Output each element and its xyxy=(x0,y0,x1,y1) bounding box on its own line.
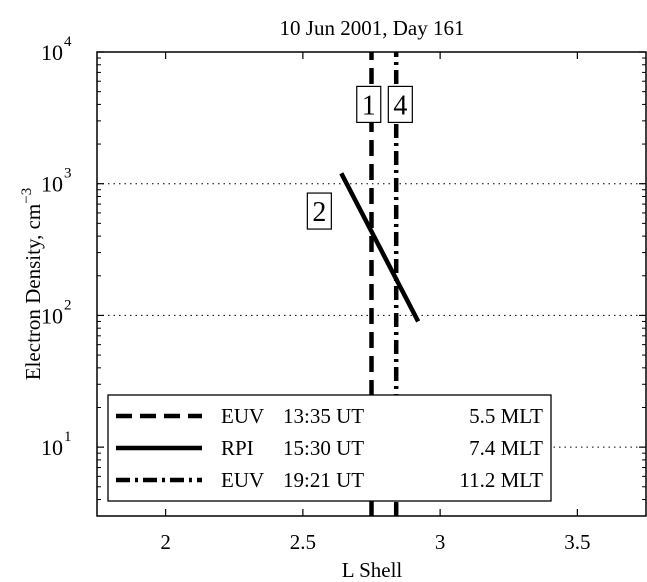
y-tick-label: 10 xyxy=(41,40,63,65)
annotation-box xyxy=(387,85,413,124)
x-tick-label: 3.5 xyxy=(564,530,590,554)
y-tick-label-exponent: 4 xyxy=(64,34,72,50)
plot-frame xyxy=(96,51,647,517)
legend-time: 15:30 UT xyxy=(283,436,364,460)
y-tick-label-exponent: 1 xyxy=(64,429,72,445)
x-axis-label: L Shell xyxy=(342,558,403,582)
legend-mlt: 7.4 MLT xyxy=(469,436,543,460)
x-tick-label: 2 xyxy=(160,530,171,554)
legend-mlt: 11.2 MLT xyxy=(459,468,543,492)
grid-lines xyxy=(97,183,646,448)
legend-instrument: EUV xyxy=(221,468,264,492)
x-tick-label: 3 xyxy=(435,530,446,554)
y-tick-label-exponent: 3 xyxy=(64,166,72,182)
annotations: 1 4 2 xyxy=(306,85,413,230)
y-axis-label: Electron Density, cm−3 xyxy=(19,188,45,380)
y-tick-label-exponent: 2 xyxy=(64,297,72,313)
x-tick-label: 2.5 xyxy=(290,530,316,554)
legend-instrument: RPI xyxy=(221,436,254,460)
chart-title: 10 Jun 2001, Day 161 xyxy=(280,16,465,40)
y-tick-label: 10 xyxy=(41,172,63,197)
legend: EUV 13:35 UT 5.5 MLT RPI 15:30 UT 7.4 MLT EUV 1… xyxy=(107,394,552,502)
legend-time: 19:21 UT xyxy=(283,468,364,492)
annotation-label: 2 xyxy=(312,197,326,228)
series-line-solid xyxy=(339,172,421,323)
y-tick-label: 10 xyxy=(41,303,63,328)
annotation-label: 1 xyxy=(362,90,376,121)
annotation-label: 4 xyxy=(393,90,407,121)
y-axis-label-text: Electron Density, cm xyxy=(21,204,45,381)
annotation-box xyxy=(306,192,332,230)
legend-instrument: EUV xyxy=(221,404,264,428)
y-tick-label: 10 xyxy=(41,435,63,460)
y-axis-label-exponent: −3 xyxy=(19,188,35,204)
annotation-box xyxy=(356,85,382,124)
legend-mlt: 5.5 MLT xyxy=(469,404,543,428)
legend-time: 13:35 UT xyxy=(283,404,364,428)
